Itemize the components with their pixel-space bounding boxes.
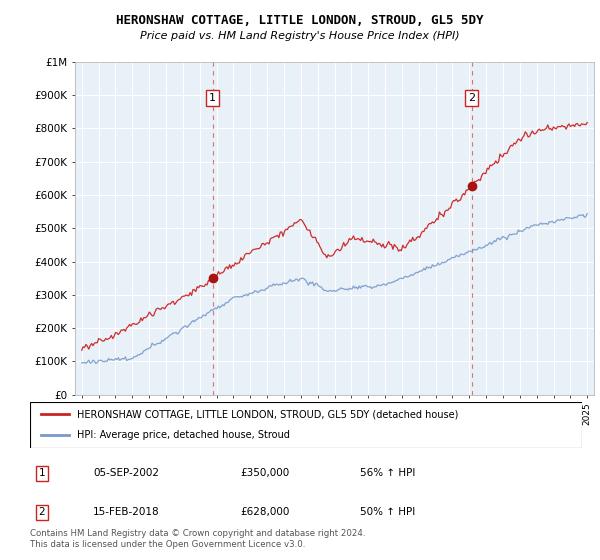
Text: HERONSHAW COTTAGE, LITTLE LONDON, STROUD, GL5 5DY: HERONSHAW COTTAGE, LITTLE LONDON, STROUD… — [116, 14, 484, 27]
Text: £628,000: £628,000 — [240, 507, 289, 517]
Text: Price paid vs. HM Land Registry's House Price Index (HPI): Price paid vs. HM Land Registry's House … — [140, 31, 460, 41]
Text: 56% ↑ HPI: 56% ↑ HPI — [360, 468, 415, 478]
Text: HPI: Average price, detached house, Stroud: HPI: Average price, detached house, Stro… — [77, 430, 290, 440]
Text: 1: 1 — [209, 94, 216, 103]
Text: £350,000: £350,000 — [240, 468, 289, 478]
Text: 2: 2 — [468, 94, 475, 103]
Text: 2: 2 — [38, 507, 46, 517]
Text: 05-SEP-2002: 05-SEP-2002 — [93, 468, 159, 478]
Text: 15-FEB-2018: 15-FEB-2018 — [93, 507, 160, 517]
Text: 1: 1 — [38, 468, 46, 478]
Text: HERONSHAW COTTAGE, LITTLE LONDON, STROUD, GL5 5DY (detached house): HERONSHAW COTTAGE, LITTLE LONDON, STROUD… — [77, 409, 458, 419]
Text: 50% ↑ HPI: 50% ↑ HPI — [360, 507, 415, 517]
Text: Contains HM Land Registry data © Crown copyright and database right 2024.
This d: Contains HM Land Registry data © Crown c… — [30, 529, 365, 549]
